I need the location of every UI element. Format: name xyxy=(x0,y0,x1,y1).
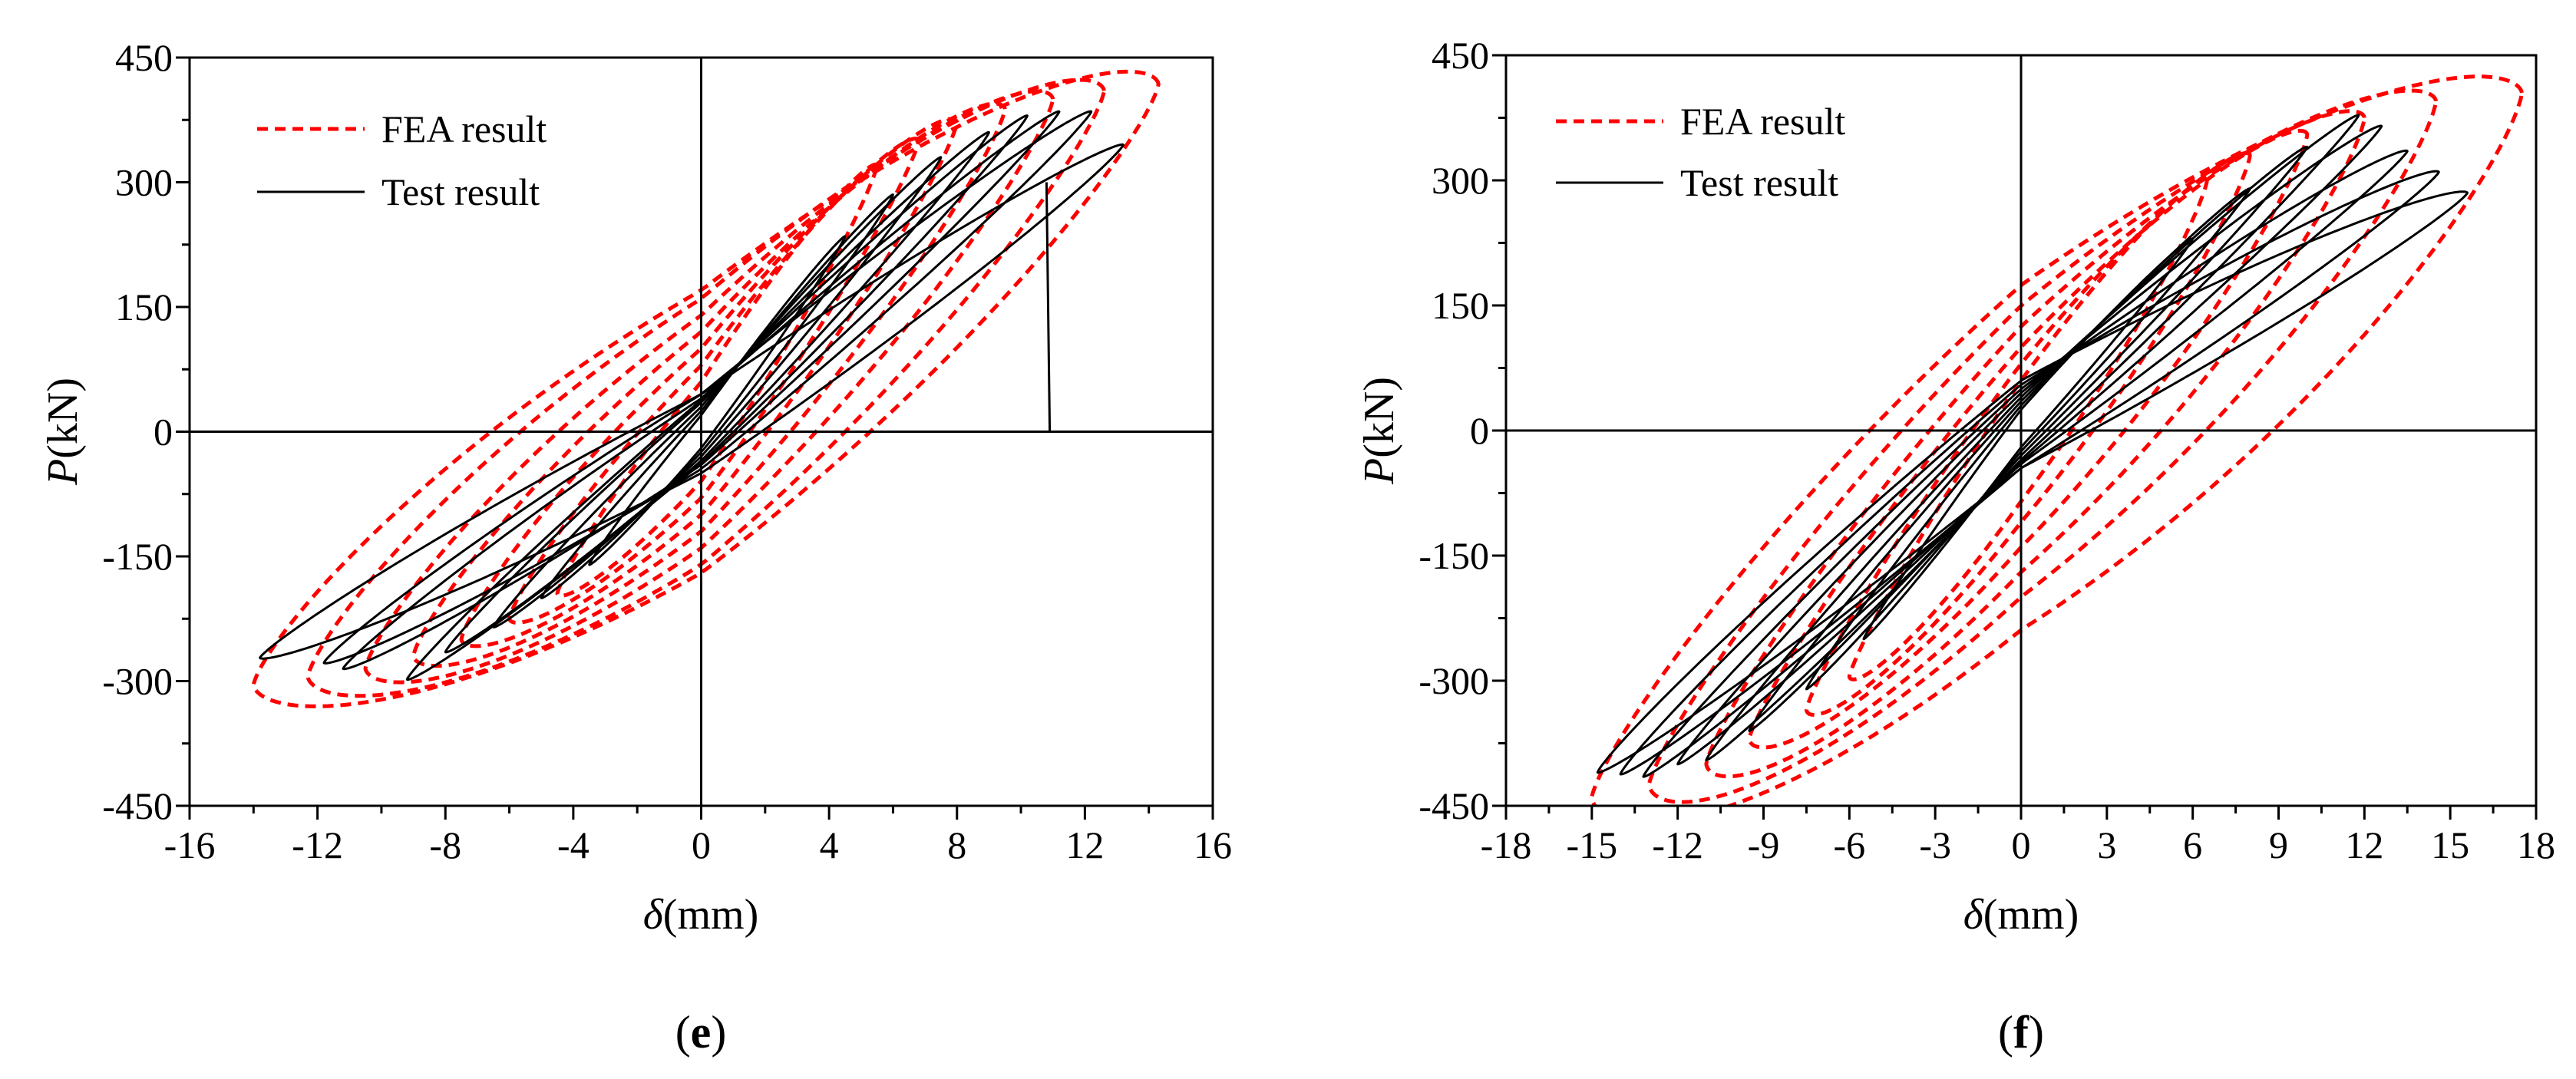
panel-f-y-tick-label: 300 xyxy=(1432,159,1489,202)
panel-f-x-axis-label: δ(mm) xyxy=(1963,891,2079,939)
panel-e-fea-loop-1 xyxy=(251,69,1161,708)
panel-e-series-test xyxy=(259,110,1125,681)
panel-f-legend-test-label: Test result xyxy=(1680,161,1838,204)
panel-f-test-loop-1 xyxy=(1596,190,2469,774)
panel-f-axes-layer: -18 -15 -12 -9 -6 -3 0 3 6 9 12 15 18 -450 -300 -150 0 15… xyxy=(1418,34,2555,866)
panel-f-label-close: ) xyxy=(2029,1007,2044,1058)
panel-f-label-letter: f xyxy=(2013,1007,2029,1058)
panel-f-x-tick-label: -3 xyxy=(1919,823,1951,866)
panel-f-x-tick-label: 3 xyxy=(2097,823,2116,866)
panel-e-y-tick-label: -300 xyxy=(102,660,173,703)
panel-e-fea-loop-5 xyxy=(459,117,959,648)
panel-f-fea-loop-5 xyxy=(1804,151,2252,717)
panel-e-test-drop-segment-1 xyxy=(1045,182,1052,432)
panel-e-x-axis-label: δ(mm) xyxy=(643,891,758,939)
panel-f-x-tick-label: 9 xyxy=(2269,823,2288,866)
panel-f-label-open: ( xyxy=(1998,1007,2013,1058)
panel-f: -18 -15 -12 -9 -6 -3 0 3 6 9 12 15 18 -450 -300 -150 0 15… xyxy=(1356,34,2555,1058)
panel-e-label-close: ) xyxy=(711,1007,726,1058)
panel-e-test-loop-5 xyxy=(444,130,990,654)
panel-e-x-tick-label: 16 xyxy=(1194,823,1232,866)
panel-e-y-tick-label: 450 xyxy=(115,36,173,79)
panel-f-y-tick-label: 150 xyxy=(1432,284,1489,327)
panel-f-fea-loop-6 xyxy=(1847,177,2209,681)
panel-e-x-tick-label: 12 xyxy=(1065,823,1104,866)
panel-f-x-tick-label: -15 xyxy=(1567,823,1618,866)
panel-e-x-tick-label: -12 xyxy=(292,823,343,866)
panel-f-x-tick-label: -9 xyxy=(1748,823,1780,866)
panel-e-test-loop-4 xyxy=(405,114,1029,681)
panel-f-y-tick-label: -150 xyxy=(1418,534,1489,577)
panel-e-y-axis-var: P xyxy=(39,459,87,486)
panel-e-label-open: ( xyxy=(675,1007,691,1058)
panel-f-legend-fea-label: FEA result xyxy=(1680,100,1845,143)
panel-e-label-letter: e xyxy=(691,1007,712,1058)
panel-e: -16 -12 -8 -4 0 4 8 12 16-450-300-1500150300450 … xyxy=(39,36,1232,1058)
panel-f-test-loop-6 xyxy=(1748,145,2309,732)
panel-e-x-tick-label: 4 xyxy=(820,823,839,866)
panel-e-y-axis-unit: (kN) xyxy=(39,378,87,459)
panel-f-label: (f) xyxy=(1998,1007,2044,1058)
panel-f-x-tick-label: -6 xyxy=(1834,823,1866,866)
panel-f-fea-loop-2 xyxy=(1646,88,2438,804)
panel-f-test-loop-4 xyxy=(1676,124,2383,766)
panel-f-y-tick-label: 450 xyxy=(1432,34,1489,77)
panel-f-x-tick-label: -18 xyxy=(1481,823,1532,866)
panel-f-y-axis-var: P xyxy=(1356,458,1403,485)
panel-f-test-loop-2 xyxy=(1619,170,2440,776)
panel-e-fea-loop-6 xyxy=(507,137,921,625)
panel-e-fea-loop-3 xyxy=(363,89,1055,685)
panel-e-fea-loop-7 xyxy=(555,162,880,598)
panel-f-legend: FEA result Test result xyxy=(1556,100,1845,204)
panel-e-legend-fea-label: FEA result xyxy=(381,107,547,150)
panel-f-y-tick-label: 0 xyxy=(1470,409,1489,452)
panel-f-y-tick-label: -300 xyxy=(1418,659,1489,702)
panel-f-data-layer xyxy=(1590,74,2524,806)
panel-f-x-tick-label: -12 xyxy=(1652,823,1703,866)
panel-e-x-tick-label: -16 xyxy=(164,823,216,866)
panel-f-x-tick-label: 12 xyxy=(2345,823,2383,866)
panel-f-x-tick-label: 0 xyxy=(2012,823,2031,866)
panel-f-y-tick-label: -450 xyxy=(1418,784,1489,827)
panel-e-data-layer xyxy=(251,69,1161,708)
panel-e-y-axis-label: P(kN) xyxy=(39,378,87,486)
panel-f-y-axis-label: P(kN) xyxy=(1356,377,1403,485)
panel-e-y-tick-label: -450 xyxy=(102,784,173,827)
panel-f-x-tick-label: 18 xyxy=(2517,823,2555,866)
panel-e-x-tick-label: 8 xyxy=(947,823,966,866)
panel-e-axes-layer: -16 -12 -8 -4 0 4 8 12 16 -450 -300 -150 0 150 300 450 xyxy=(102,36,1232,866)
panel-e-label: (e) xyxy=(675,1007,727,1058)
panel-f-y-axis-unit: (kN) xyxy=(1356,377,1403,458)
panel-f-x-tick-label: 15 xyxy=(2431,823,2469,866)
panel-e-y-tick-label: -150 xyxy=(102,535,173,578)
panel-f-series-test xyxy=(1596,114,2469,778)
panel-f-fea-loop-1 xyxy=(1590,74,2524,806)
panel-e-y-tick-label: 300 xyxy=(115,161,173,204)
panel-f-x-tick-label: 6 xyxy=(2183,823,2202,866)
panel-e-x-tick-label: -8 xyxy=(429,823,461,866)
panel-e-test-loop-3 xyxy=(342,110,1061,671)
panel-e-test-loop-1 xyxy=(259,143,1125,660)
panel-e-test-loop-8 xyxy=(588,235,847,566)
panel-e-test-loop-2 xyxy=(322,110,1093,665)
panel-e-legend: FEA result Test result xyxy=(257,107,547,213)
panel-f-x-axis-unit: (mm) xyxy=(1983,891,2079,939)
panel-e-x-tick-label: 0 xyxy=(692,823,711,866)
panel-e-y-tick-label: 150 xyxy=(115,285,173,328)
panel-f-x-axis-var: δ xyxy=(1963,891,1984,939)
panel-e-legend-test-label: Test result xyxy=(381,170,540,213)
panel-e-y-tick-label: 0 xyxy=(154,411,173,454)
panel-e-test-loop-7 xyxy=(540,193,894,599)
panel-f-test-loop-5 xyxy=(1705,114,2360,761)
panel-e-x-axis-unit: (mm) xyxy=(663,891,758,939)
panel-e-x-axis-var: δ xyxy=(643,891,664,939)
panel-e-x-tick-label: -4 xyxy=(557,823,590,866)
panel-f-test-loop-8 xyxy=(1862,237,2195,641)
